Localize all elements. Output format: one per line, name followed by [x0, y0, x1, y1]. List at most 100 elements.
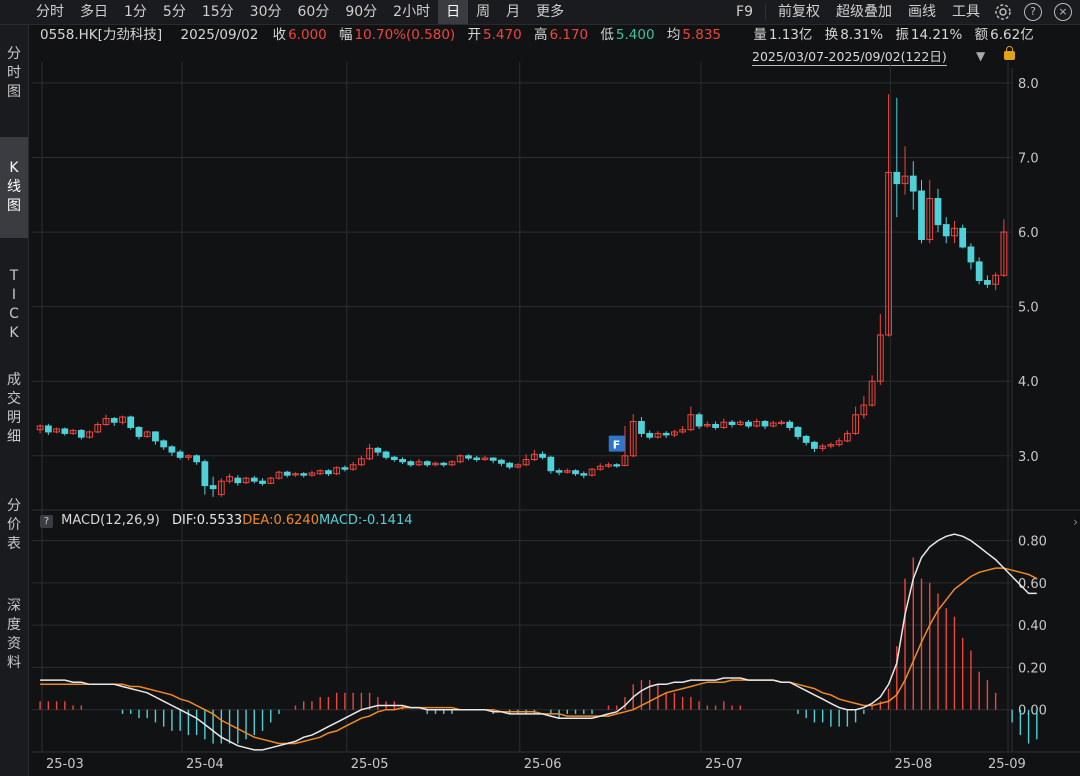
draw-line-button[interactable]: 画线 — [908, 4, 936, 20]
candle-body — [843, 432, 851, 442]
candle-body — [110, 418, 118, 423]
candle-body — [366, 447, 373, 460]
candle-body — [786, 421, 794, 428]
chevron-down-icon[interactable]: ▼ — [976, 49, 986, 63]
timeframe-tab[interactable]: 30分 — [249, 4, 282, 20]
candle-body — [852, 414, 859, 434]
timeframe-tab[interactable]: 2小时 — [393, 4, 431, 20]
help-icon[interactable]: ? — [1024, 3, 1042, 21]
sidebar-char: 成 — [7, 372, 21, 388]
timeframe-tab[interactable]: 60分 — [297, 4, 330, 20]
candle-body — [563, 470, 571, 473]
macd-name: MACD(12,26,9) — [61, 513, 160, 528]
timeframe-tab[interactable]: 5分 — [162, 4, 186, 20]
sidebar-char: K — [9, 325, 19, 341]
candle-body — [390, 456, 398, 461]
candle-body — [308, 472, 316, 476]
candle-body — [934, 198, 942, 226]
macd-tick-label: 0.60 — [1018, 577, 1047, 592]
sidebar-item-price-table[interactable]: 分价表 — [0, 497, 28, 554]
candle-body — [242, 477, 250, 484]
y-tick-label: 6.0 — [1018, 226, 1039, 241]
candle-body — [679, 429, 687, 433]
candle-body — [498, 459, 505, 464]
close-icon[interactable]: × — [1054, 3, 1072, 21]
open-value: 5.470 — [483, 27, 522, 43]
sidebar-item-trades[interactable]: 成交明细 — [0, 371, 28, 447]
timeframe-tab[interactable]: 15分 — [201, 4, 234, 20]
candle-body — [778, 421, 785, 424]
dea-value: DEA:0.6240 — [242, 513, 319, 528]
candle-body — [794, 426, 802, 437]
lock-icon[interactable] — [1004, 46, 1015, 60]
sidebar-item-depth[interactable]: 深度资料 — [0, 597, 28, 673]
candle-body — [588, 468, 596, 476]
candle-body — [695, 414, 703, 427]
adjust-button[interactable]: 前复权 — [778, 4, 820, 20]
candle-body — [967, 246, 975, 263]
f9-button[interactable]: F9 — [736, 4, 753, 20]
sidebar-char: T — [9, 268, 19, 284]
tools-button[interactable]: 工具 — [952, 4, 980, 20]
candle-body — [646, 432, 654, 438]
timeframe-tab[interactable]: 多日 — [80, 4, 108, 20]
candle-body — [61, 428, 69, 434]
sidebar-item-timeshare[interactable]: 分时图 — [0, 45, 28, 102]
date-range-selector[interactable]: 2025/03/07-2025/09/02(122日) — [752, 49, 947, 66]
candle-body — [473, 457, 481, 461]
candle-body — [662, 432, 670, 436]
sidebar-char: 分 — [7, 498, 21, 514]
timeframe-tabs: 分时 多日 1分 5分 15分 30分 60分 90分 2小时日周月更多 — [28, 0, 572, 24]
timeframe-tab[interactable]: 月 — [506, 4, 521, 20]
candle-body — [399, 459, 406, 463]
high-value: 6.170 — [549, 27, 589, 43]
avg-label: 均 — [666, 27, 681, 43]
dif-value: DIF:0.5533 — [172, 513, 243, 528]
sidebar-char: 价 — [7, 517, 21, 533]
low-label: 低 — [600, 27, 614, 43]
candle-body — [942, 224, 950, 237]
gear-icon[interactable] — [994, 3, 1012, 21]
stock-code: 0558.HK[力劲科技] — [40, 27, 163, 43]
timeframe-tab[interactable]: 1分 — [124, 4, 147, 20]
candle-body — [901, 175, 909, 185]
candle-body — [176, 451, 184, 458]
turnover-label: 换 — [824, 27, 839, 43]
divider — [765, 4, 766, 20]
candle-body — [745, 421, 752, 427]
candle-body — [909, 175, 917, 192]
candle-body — [127, 416, 135, 428]
sidebar-char: 料 — [7, 655, 21, 671]
quote-date: 2025/09/02 — [180, 27, 259, 43]
candle-body — [77, 429, 85, 438]
candle-body — [835, 440, 843, 446]
candle-body — [984, 280, 991, 285]
help-icon[interactable]: ? — [40, 515, 53, 528]
candle-body — [613, 464, 621, 467]
candle-body — [374, 447, 382, 453]
timeframe-tab[interactable]: 日 — [438, 0, 469, 24]
timeframe-tab[interactable]: 分时 — [36, 4, 64, 20]
candle-body — [959, 227, 967, 248]
timeframe-tab[interactable]: 更多 — [536, 4, 565, 20]
candle-body — [300, 473, 308, 476]
y-tick-label: 5.0 — [1018, 301, 1039, 316]
x-tick-label: 25-08 — [894, 757, 932, 772]
candle-body — [769, 422, 777, 427]
overlay-button[interactable]: 超级叠加 — [836, 4, 892, 20]
timeframe-tab[interactable]: 周 — [476, 4, 491, 20]
high-label: 高 — [533, 27, 548, 43]
timeframe-tab[interactable]: 90分 — [345, 4, 378, 20]
quote-bar: 0558.HK[力劲科技] 2025/09/02 收 6.000 幅 10.70%(… — [40, 24, 1040, 46]
candle-body — [629, 420, 637, 457]
candle-body — [539, 453, 546, 458]
candle-body — [267, 477, 275, 484]
chevron-right-icon[interactable]: › — [1073, 515, 1078, 529]
candle-body — [209, 485, 217, 490]
candle-body — [415, 461, 423, 466]
amount-value: 6.62亿 — [990, 27, 1034, 43]
amplitude-label: 振 — [895, 27, 909, 43]
